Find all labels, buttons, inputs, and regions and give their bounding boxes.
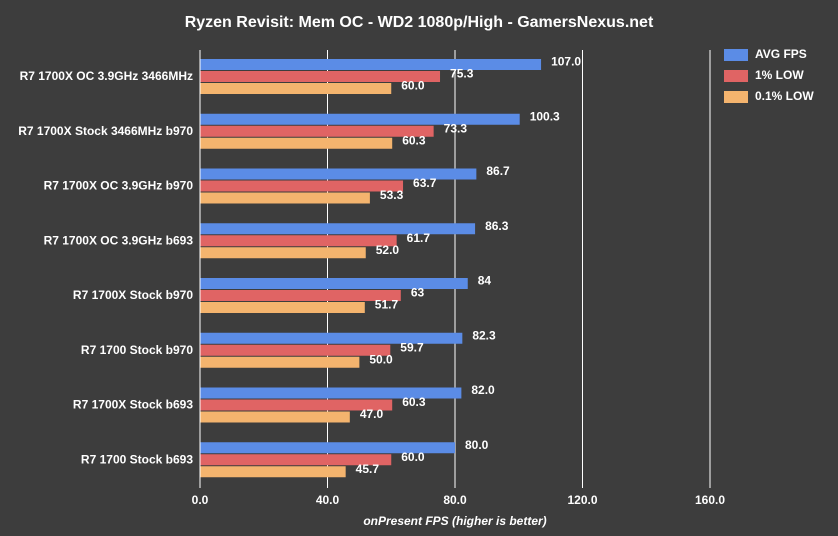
value-label: 50.0 <box>369 352 393 366</box>
value-label: 47.0 <box>360 407 384 421</box>
x-tick-label: 40.0 <box>316 493 340 507</box>
bar <box>200 302 365 313</box>
x-axis-label: onPresent FPS (higher is better) <box>363 514 546 528</box>
bar <box>200 278 468 289</box>
value-label: 107.0 <box>551 55 581 69</box>
legend-label: 1% LOW <box>755 68 804 82</box>
value-label: 73.3 <box>444 121 468 135</box>
bar <box>200 332 463 344</box>
legend-label: AVG FPS <box>755 47 807 61</box>
value-label: 63.7 <box>413 176 437 190</box>
value-label: 84 <box>478 274 492 288</box>
bar <box>200 356 360 368</box>
bar <box>200 454 392 466</box>
value-label: 52.0 <box>376 243 400 257</box>
bar <box>200 125 434 137</box>
bar <box>200 399 393 411</box>
bar <box>200 168 477 180</box>
bar <box>200 290 401 301</box>
chart-title: Ryzen Revisit: Mem OC - WD2 1080p/High -… <box>185 14 654 31</box>
legend-label: 0.1% LOW <box>755 89 814 103</box>
bar <box>200 411 350 423</box>
value-label: 63 <box>411 286 425 300</box>
value-label: 82.0 <box>471 383 495 397</box>
value-label: 61.7 <box>407 231 431 245</box>
x-tick-label: 80.0 <box>443 493 467 507</box>
category-label: R7 1700X OC 3.9GHz 3466MHz <box>20 69 193 83</box>
value-label: 53.3 <box>380 188 404 202</box>
category-label: R7 1700X Stock b970 <box>73 288 193 302</box>
value-label: 45.7 <box>356 462 380 476</box>
category-label: R7 1700X OC 3.9GHz b970 <box>44 179 194 193</box>
bar <box>200 113 520 125</box>
value-label: 82.3 <box>472 328 496 342</box>
bar <box>200 192 370 204</box>
bar <box>200 223 476 235</box>
x-tick-label: 0.0 <box>192 493 209 507</box>
bar <box>200 247 366 259</box>
bar <box>200 387 462 399</box>
value-label: 60.3 <box>402 395 426 409</box>
category-label: R7 1700X Stock b693 <box>73 398 193 412</box>
bar <box>200 71 441 82</box>
bar <box>200 344 391 356</box>
bar <box>200 235 397 247</box>
category-label: R7 1700X OC 3.9GHz b693 <box>44 233 194 247</box>
x-tick-label: 160.0 <box>695 493 725 507</box>
bar <box>200 180 404 192</box>
bar <box>200 59 542 70</box>
bar <box>200 137 393 149</box>
value-label: 60.0 <box>401 450 425 464</box>
value-label: 51.7 <box>375 298 399 312</box>
value-label: 100.3 <box>530 109 560 123</box>
value-label: 86.3 <box>485 219 509 233</box>
category-label: R7 1700 Stock b970 <box>81 343 193 357</box>
value-label: 86.7 <box>486 164 510 178</box>
bar <box>200 83 392 94</box>
legend-swatch <box>724 70 748 82</box>
category-label: R7 1700X Stock 3466MHz b970 <box>18 124 193 138</box>
value-label: 75.3 <box>450 67 474 81</box>
legend-swatch <box>724 91 748 103</box>
category-label: R7 1700 Stock b693 <box>81 452 193 466</box>
value-label: 80.0 <box>465 438 489 452</box>
value-label: 60.0 <box>401 79 425 93</box>
x-tick-label: 120.0 <box>567 493 597 507</box>
legend-swatch <box>724 49 748 61</box>
value-label: 60.3 <box>402 133 426 147</box>
bar <box>200 466 346 478</box>
bar <box>200 442 455 454</box>
value-label: 59.7 <box>400 340 424 354</box>
